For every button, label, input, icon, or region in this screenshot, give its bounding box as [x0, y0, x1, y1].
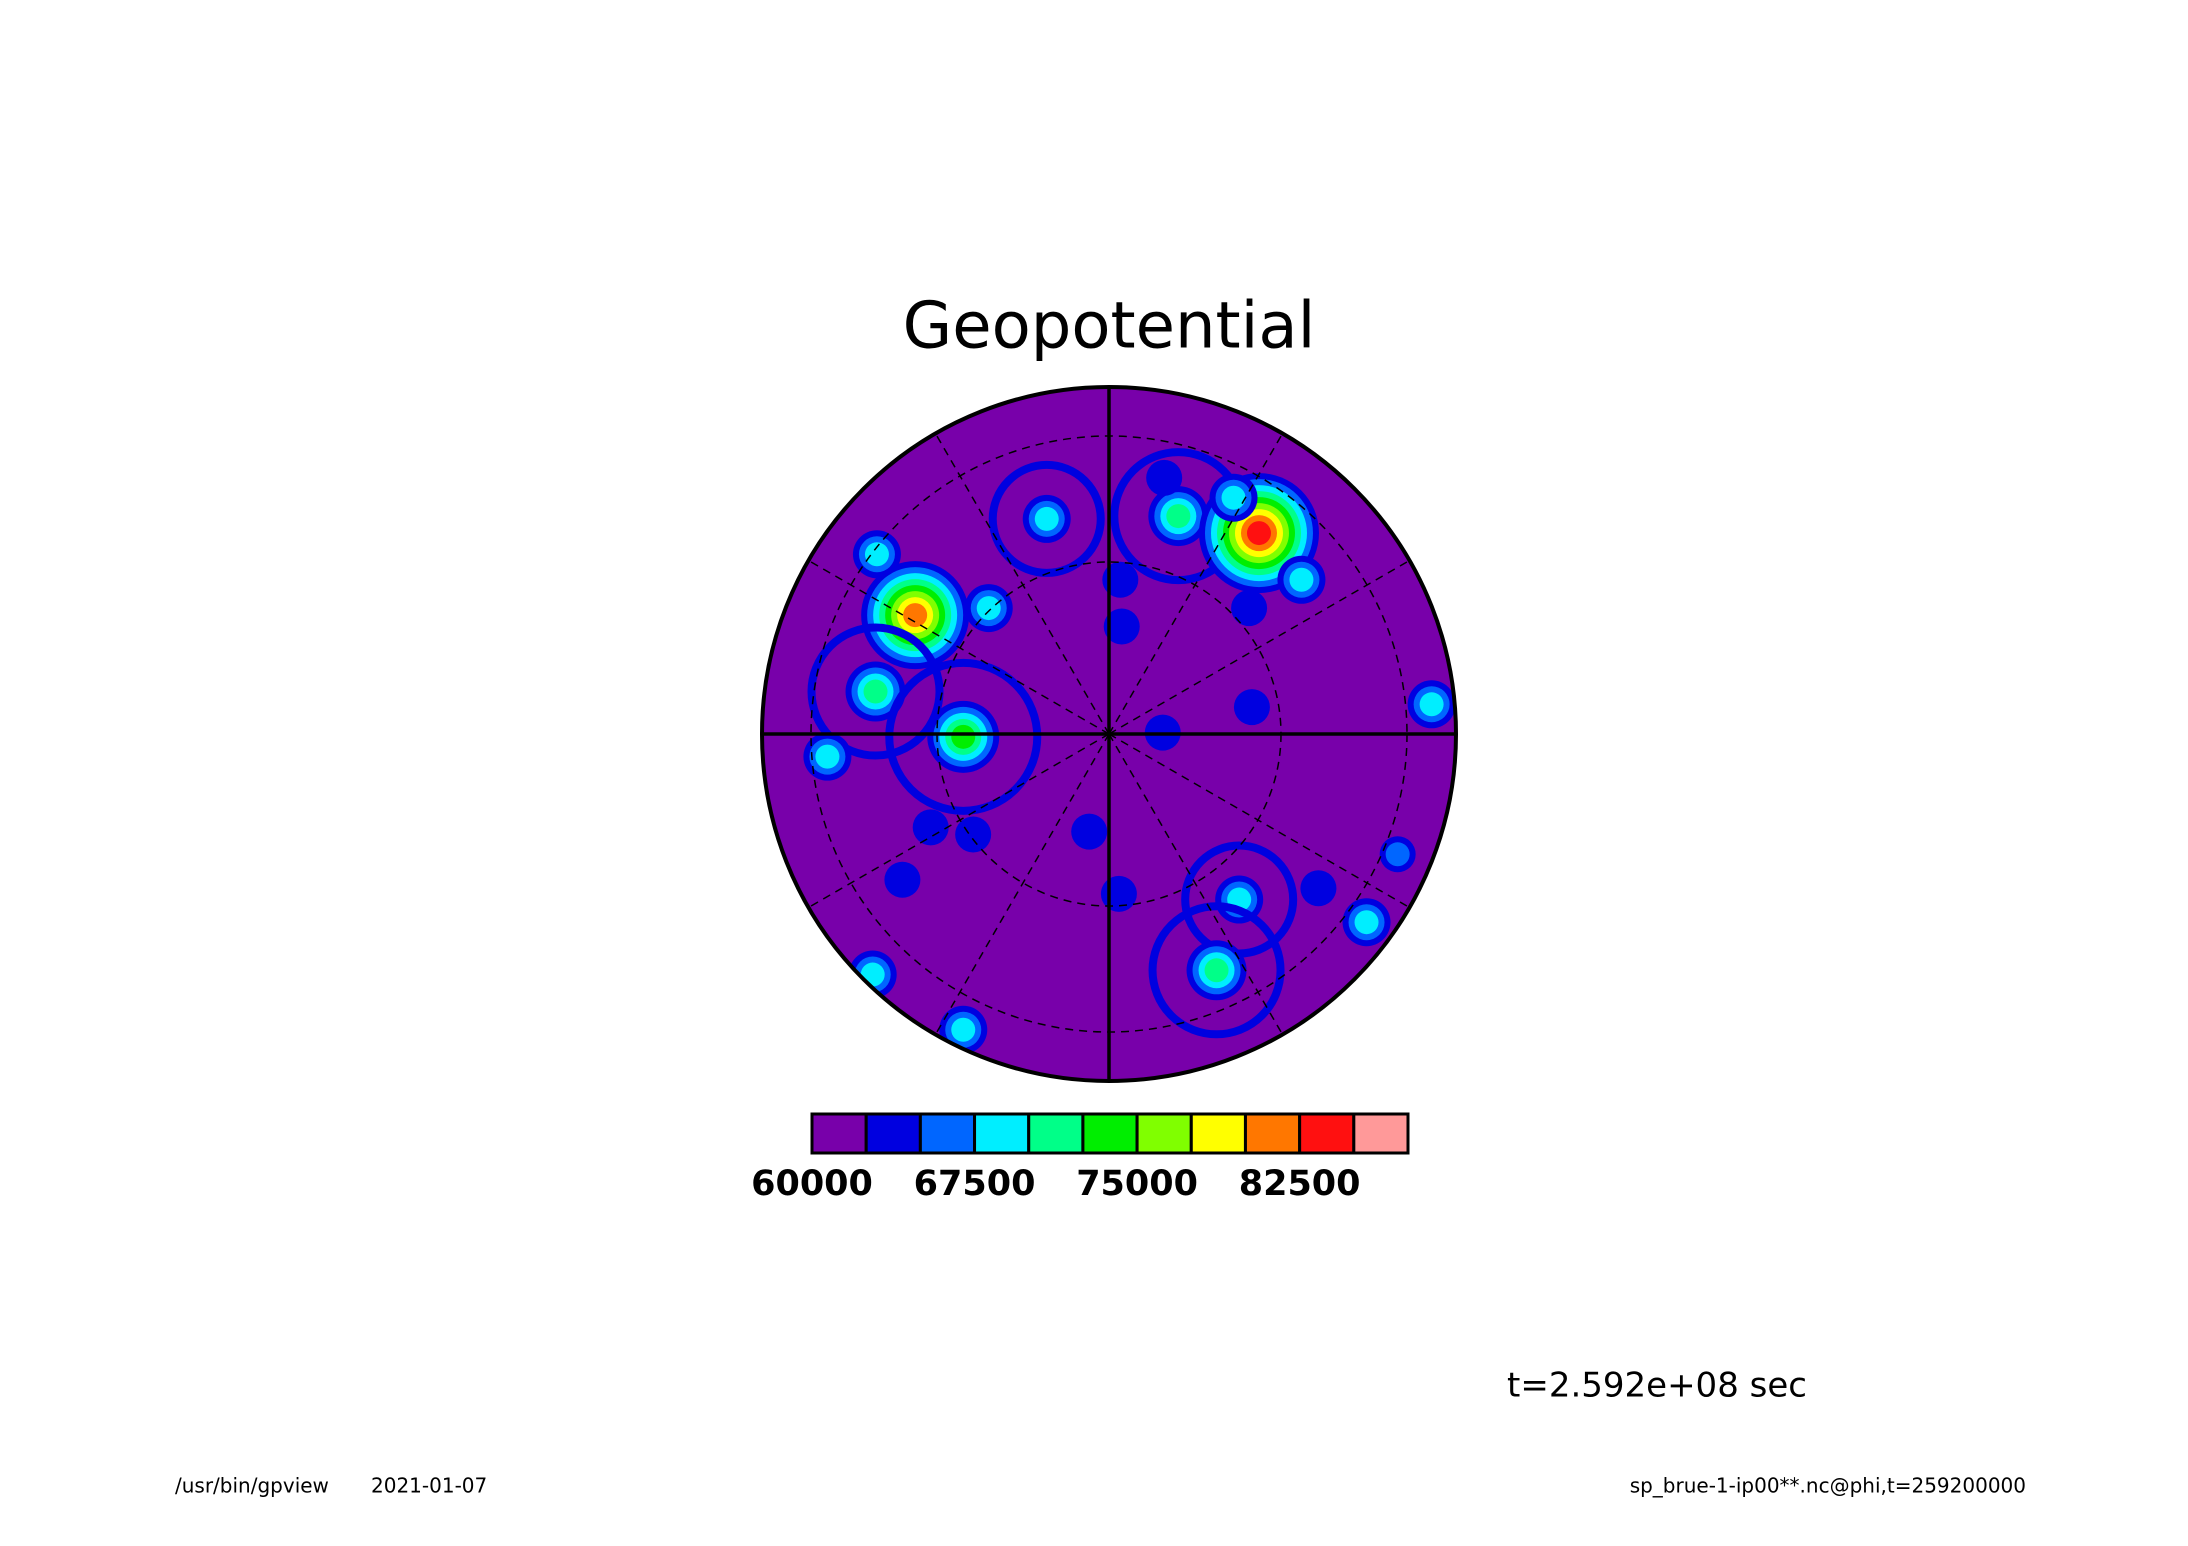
contour-blob — [1231, 590, 1268, 627]
colorbar-tick-label: 75000 — [1076, 1164, 1198, 1204]
contour-blob — [955, 816, 992, 853]
colorbar-box — [1081, 1112, 1139, 1155]
contour-ring — [885, 658, 1042, 815]
contour-blob — [1385, 842, 1410, 867]
colorbar-box — [1298, 1112, 1356, 1155]
contour-blob — [863, 679, 888, 704]
colorbar-box — [1189, 1112, 1247, 1155]
grid-meridian — [934, 733, 1110, 1035]
contour-blob — [1166, 504, 1191, 529]
grid-meridian — [1108, 733, 1284, 1035]
colorbar-box — [1352, 1112, 1410, 1155]
chart-title: Geopotential — [903, 290, 1316, 364]
grid-meridian — [934, 433, 1110, 735]
colorbar-box — [1027, 1112, 1085, 1155]
footer-date: 2021-01-07 — [371, 1474, 487, 1498]
grid-meridian — [1108, 559, 1410, 735]
contour-blob — [1233, 689, 1270, 726]
contour-blob — [1146, 459, 1183, 496]
contour-blob — [860, 962, 885, 987]
contour-blob — [884, 861, 921, 898]
colorbar-tick-label: 82500 — [1239, 1164, 1361, 1204]
contour-blob — [1300, 870, 1337, 907]
colorbar-box — [864, 1112, 922, 1155]
contour-ring — [807, 623, 944, 760]
contour-blob — [1102, 561, 1139, 598]
footer-program: /usr/bin/gpview — [175, 1474, 329, 1498]
contour-blob — [1419, 692, 1444, 717]
contour-blob — [1071, 813, 1108, 850]
grid-meridian — [808, 559, 1110, 735]
colorbar-box — [1135, 1112, 1193, 1155]
contour-blob — [1246, 521, 1271, 546]
contour-blob — [1221, 485, 1246, 510]
contour-blob — [864, 542, 889, 567]
contour-blob — [1204, 958, 1229, 983]
colorbar-tick-label: 67500 — [914, 1164, 1036, 1204]
contour-blob — [912, 809, 949, 846]
contour-blob — [1034, 506, 1059, 531]
grid-meridian — [808, 733, 1110, 909]
contour-blob — [951, 1017, 976, 1042]
grid-meridian — [1108, 433, 1284, 735]
contour-blob — [1354, 910, 1379, 935]
map — [762, 387, 1456, 1081]
colorbar-tick-label: 60000 — [751, 1164, 873, 1204]
colorbar-box — [810, 1112, 868, 1155]
map-border — [760, 385, 1458, 1083]
contour-ring — [1148, 902, 1285, 1039]
time-label: t=2.592e+08 sec — [1507, 1366, 1807, 1406]
colorbar-box — [918, 1112, 977, 1155]
contour-blob — [815, 744, 840, 769]
contour-blob — [976, 596, 1001, 621]
contour-blob — [951, 724, 976, 749]
colorbar-box — [1243, 1112, 1302, 1155]
contour-blob — [903, 603, 928, 628]
grid-meridian — [1108, 733, 1410, 909]
contour-blob — [1103, 608, 1140, 645]
colorbar-box — [973, 1112, 1031, 1155]
contour-blob — [1289, 567, 1314, 592]
footer-source: sp_brue-1-ip00**.nc@phi,t=259200000 — [1630, 1474, 2026, 1498]
